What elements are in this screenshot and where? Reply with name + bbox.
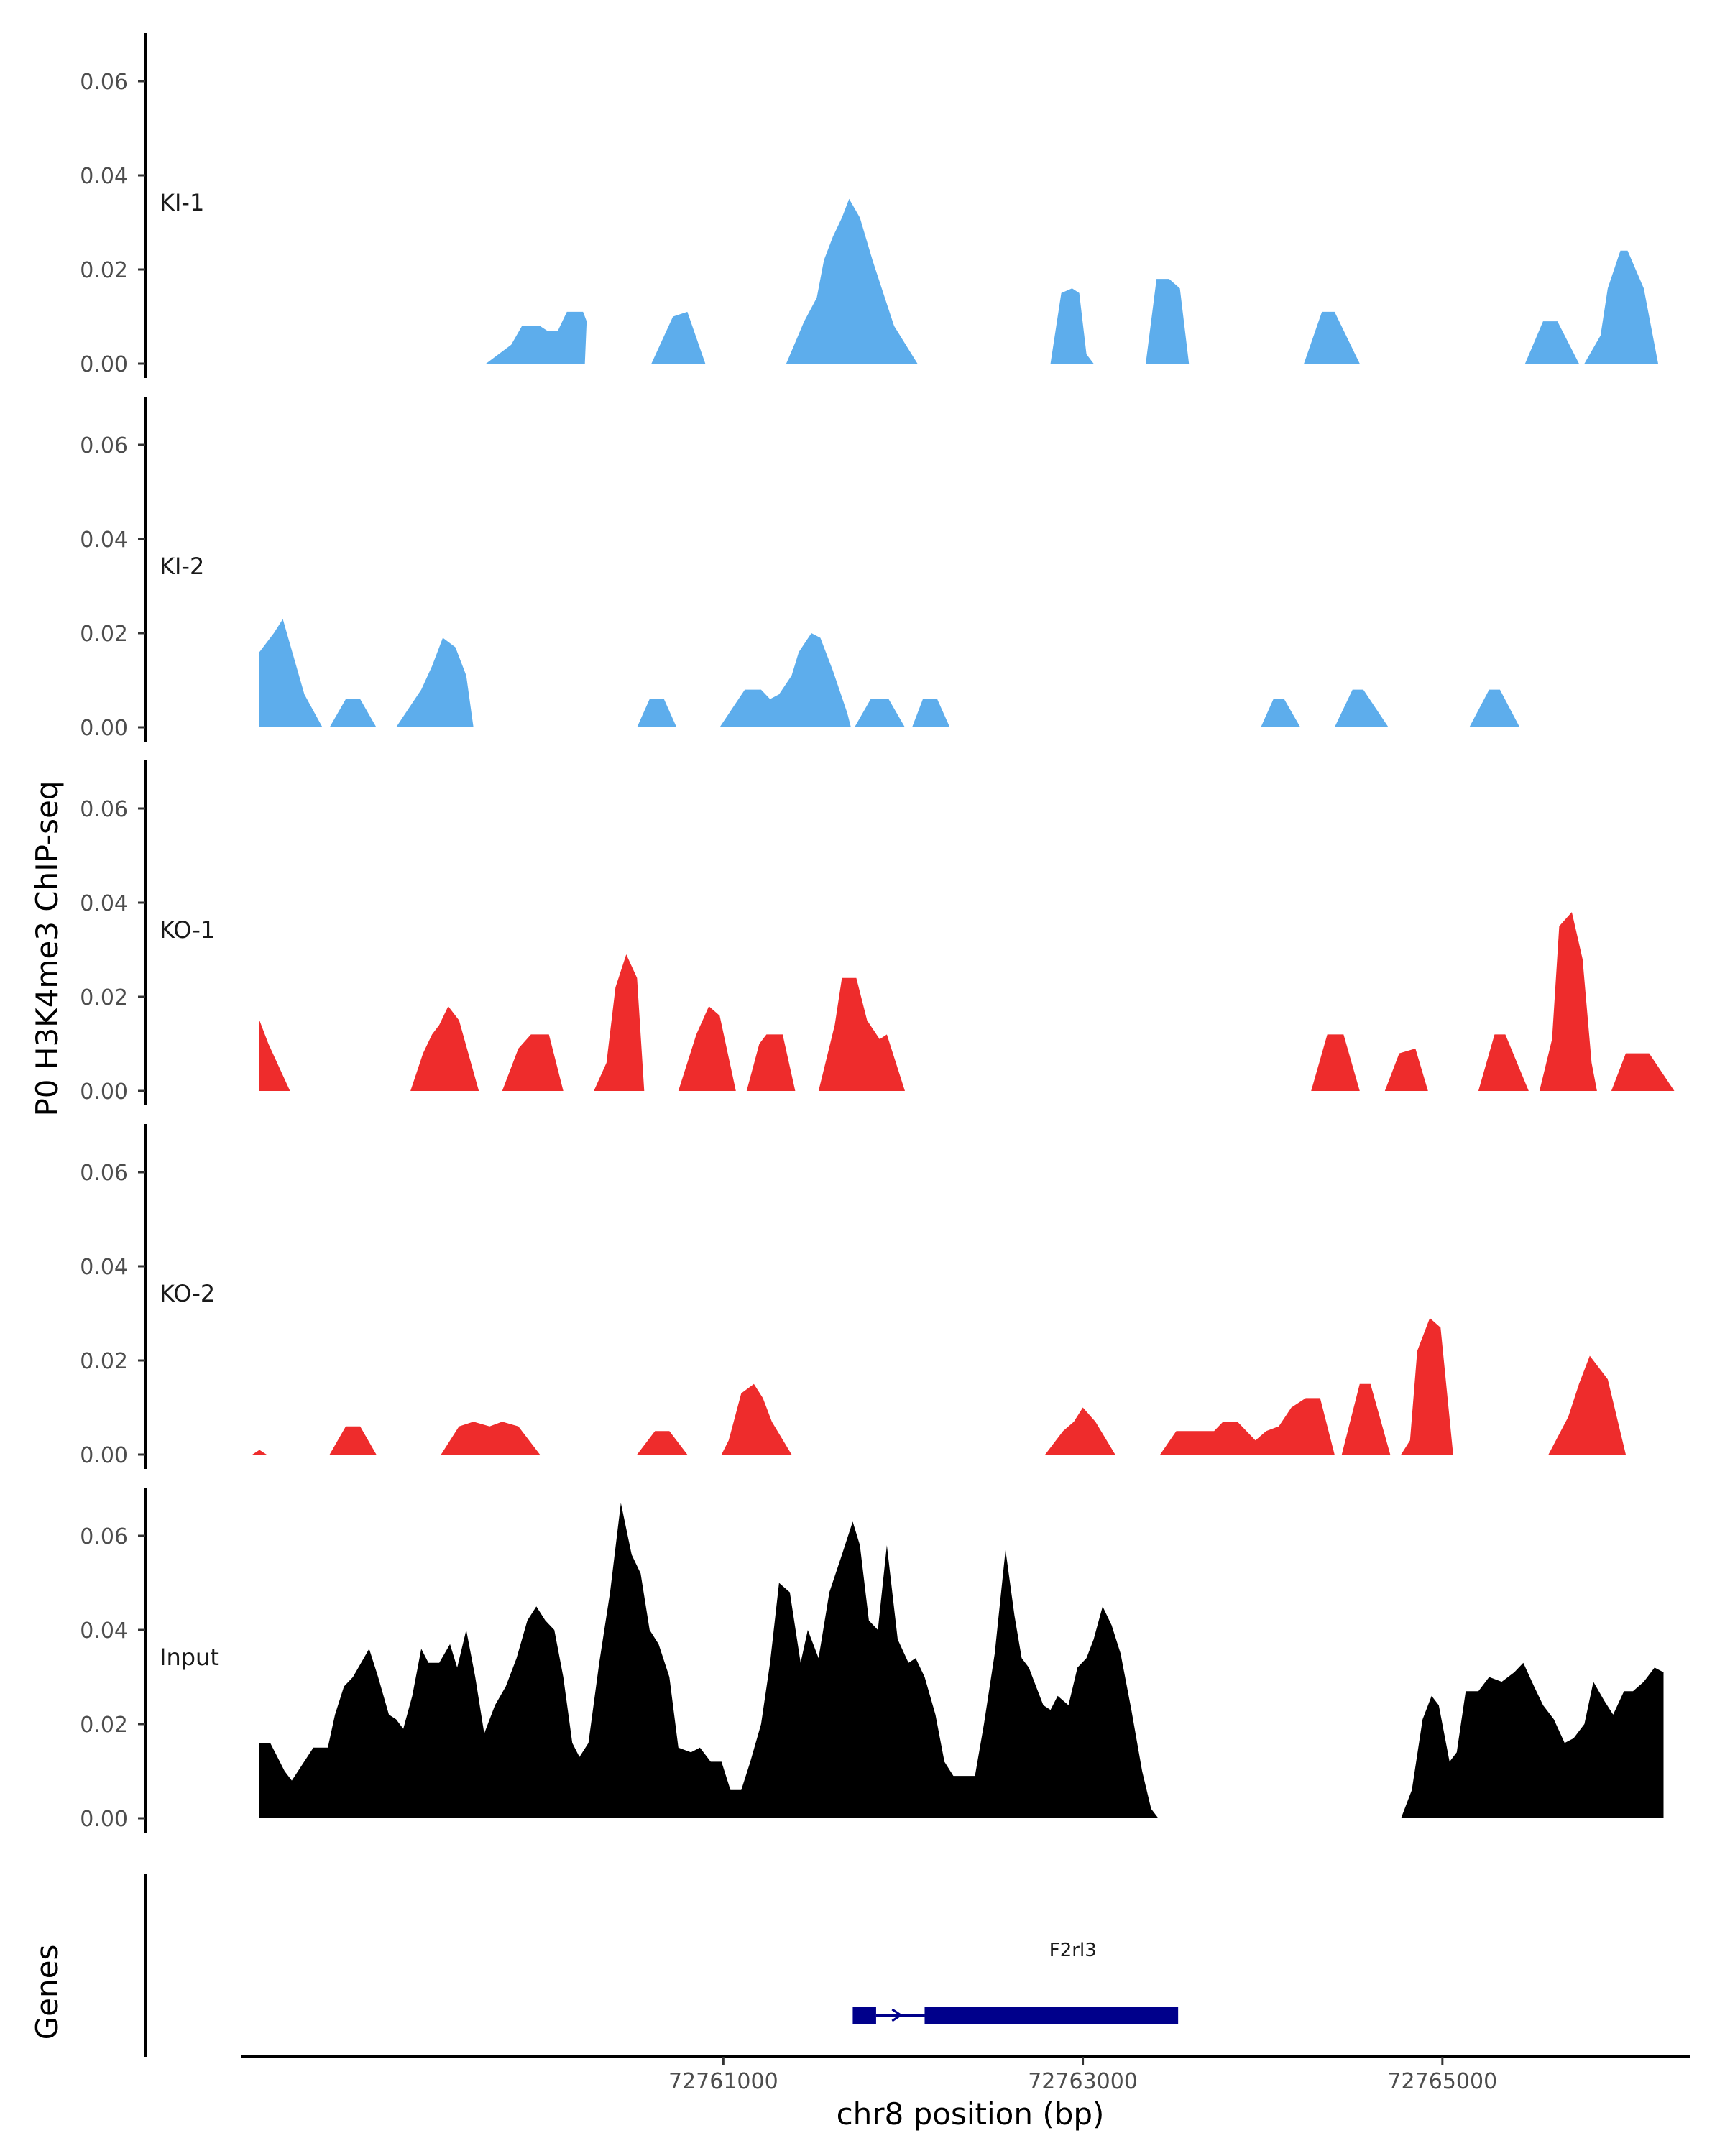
gene-exon (852, 2007, 876, 2024)
signal-area-input (1401, 1662, 1664, 1818)
track-ko-2: 0.00 0.02 0.04 0.06 KO-2 (80, 1124, 1626, 1469)
gene-panel: F2rl3 (144, 1874, 1179, 2057)
track-label: KO-2 (160, 1280, 215, 1307)
track-ko-1: 0.00 0.02 0.04 0.06 KO-1 (80, 760, 1675, 1105)
y-tick-label: 0.02 (80, 1713, 128, 1738)
track-label: KI-2 (160, 553, 204, 580)
track-label: Input (160, 1644, 219, 1671)
y-tick-label: 0.00 (80, 1807, 128, 1832)
signal-area-ki-2 (259, 619, 1520, 727)
track-label: KI-1 (160, 189, 204, 216)
track-label: KO-1 (160, 916, 215, 944)
y-tick-label: 0.00 (80, 1079, 128, 1105)
y-tick-label: 0.00 (80, 1443, 128, 1468)
y-tick-label: 0.00 (80, 716, 128, 741)
x-tick-label: 72765000 (1387, 2069, 1497, 2094)
y-tick-label: 0.06 (80, 70, 128, 95)
y-tick-label: 0.04 (80, 891, 128, 916)
x-axis-title: chr8 position (bp) (837, 2096, 1105, 2132)
y-tick-label: 0.04 (80, 164, 128, 189)
x-axis: 72761000 72763000 72765000 (242, 2055, 1690, 2094)
signal-area-input (259, 1503, 1159, 1818)
x-tick-label: 72761000 (668, 2069, 778, 2094)
y-axis-title: P0 H3K4me3 ChIP-seq (29, 780, 65, 1116)
genes-axis-title: Genes (29, 1945, 65, 2040)
y-tick-label: 0.04 (80, 528, 128, 553)
signal-area-ko-1 (259, 912, 1675, 1091)
track-ki-1: 0.00 0.02 0.04 0.06 KI-1 (80, 33, 1659, 378)
y-tick-label: 0.02 (80, 985, 128, 1010)
y-tick-label: 0.06 (80, 1161, 128, 1186)
y-tick-label: 0.00 (80, 352, 128, 377)
x-tick-label: 72763000 (1028, 2069, 1138, 2094)
y-tick-label: 0.04 (80, 1618, 128, 1644)
signal-area-ki-1 (486, 198, 1659, 364)
y-tick-label: 0.02 (80, 1349, 128, 1374)
y-tick-label: 0.06 (80, 433, 128, 459)
tracks-group: 0.00 0.02 0.04 0.06 KI-1 0.00 0.02 0.04 0.06 KI-2… (80, 33, 1675, 1833)
y-tick-label: 0.06 (80, 797, 128, 822)
gene-label: F2rl3 (1049, 1940, 1097, 1961)
y-tick-label: 0.02 (80, 258, 128, 283)
track-ki-2: 0.00 0.02 0.04 0.06 KI-2 (80, 397, 1520, 742)
y-tick-label: 0.04 (80, 1255, 128, 1280)
y-tick-label: 0.02 (80, 622, 128, 647)
track-input: 0.00 0.02 0.04 0.06 Input (80, 1488, 1664, 1833)
strand-arrow-icon (891, 2008, 903, 2022)
gene-exon (924, 2007, 1179, 2024)
y-tick-label: 0.06 (80, 1524, 128, 1549)
